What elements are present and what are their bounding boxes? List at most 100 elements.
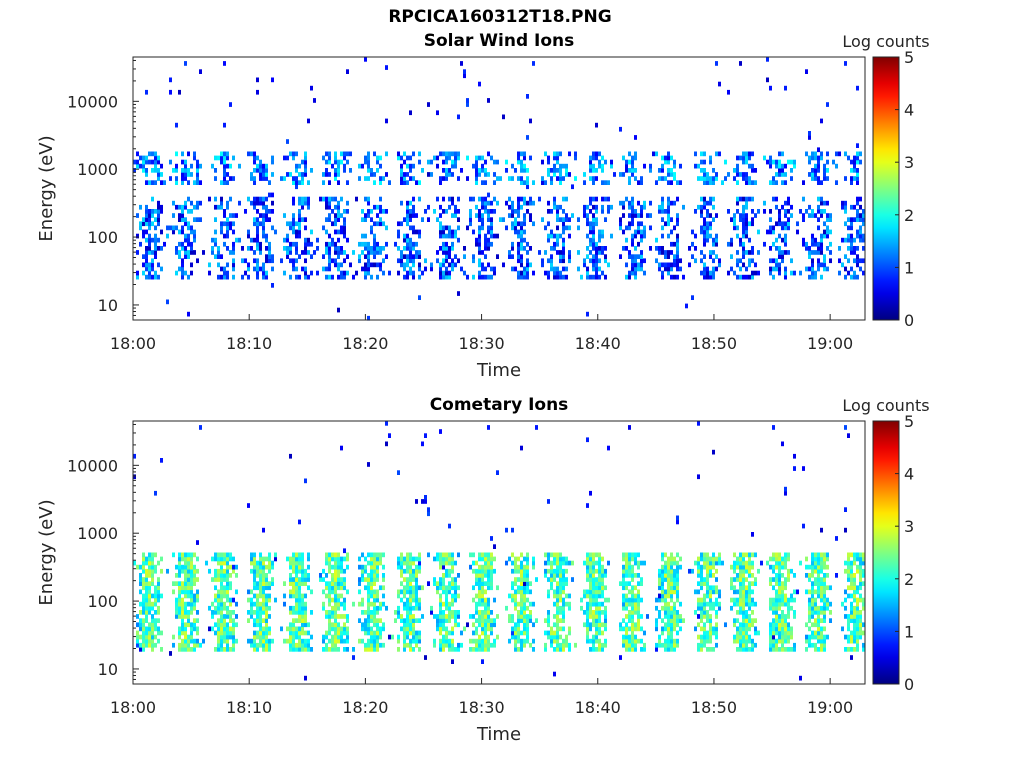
heatmap-cell: [412, 163, 415, 169]
heatmap-cell: [808, 626, 811, 632]
heatmap-cell: [655, 605, 658, 611]
heatmap-cell: [709, 233, 712, 239]
heatmap-cell: [322, 634, 325, 640]
heatmap-cell: [217, 204, 220, 210]
heatmap-cell: [631, 597, 634, 603]
heatmap-cell: [496, 585, 499, 591]
heatmap-cell: [193, 581, 196, 586]
heatmap-cell: [706, 573, 709, 578]
heatmap-cell: [562, 638, 565, 644]
heatmap-cell: [487, 610, 490, 615]
heatmap-cell: [466, 98, 469, 103]
heatmap-cell: [598, 581, 601, 586]
heatmap-cell: [826, 225, 829, 231]
heatmap-cell: [790, 168, 793, 173]
heatmap-cell: [601, 556, 604, 562]
heatmap-cell: [445, 556, 448, 562]
heatmap-cell: [550, 180, 553, 185]
heatmap-cell: [190, 172, 193, 177]
heatmap-cell: [259, 266, 262, 272]
heatmap-cell: [526, 638, 529, 644]
heatmap-cell: [736, 196, 739, 202]
heatmap-cell: [586, 274, 589, 280]
heatmap-cell: [532, 200, 535, 206]
heatmap-cell: [523, 270, 526, 276]
heatmap-cell: [490, 630, 493, 636]
heatmap-cell: [385, 241, 388, 247]
heatmap-cell: [736, 610, 739, 615]
heatmap-cell: [811, 605, 814, 611]
heatmap-cell: [367, 241, 370, 247]
heatmap-cell: [442, 209, 445, 214]
heatmap-cell: [763, 155, 766, 161]
heatmap-cell: [670, 589, 673, 595]
heatmap-cell: [442, 577, 445, 582]
heatmap-cell: [151, 568, 154, 574]
heatmap-cell: [526, 564, 529, 570]
heatmap-cell: [373, 560, 376, 566]
heatmap-cell: [154, 593, 157, 599]
heatmap-cell: [625, 196, 628, 202]
heatmap-cell: [190, 241, 193, 247]
heatmap-cell: [583, 593, 586, 599]
heatmap-cell: [154, 610, 157, 615]
heatmap-cell: [856, 180, 859, 185]
heatmap-cell: [421, 270, 424, 276]
heatmap-cell: [295, 552, 298, 558]
heatmap-cell: [223, 122, 226, 128]
heatmap-cell: [286, 250, 289, 255]
heatmap-cell: [436, 581, 439, 586]
heatmap-cell: [754, 581, 757, 586]
heatmap-cell: [322, 180, 325, 185]
heatmap-cell: [706, 593, 709, 599]
heatmap-cell: [184, 200, 187, 206]
heatmap-cell: [256, 597, 259, 603]
heatmap-cell: [622, 642, 625, 648]
heatmap-cell: [220, 622, 223, 628]
heatmap-cell: [247, 638, 250, 644]
heatmap-cell: [547, 622, 550, 628]
heatmap-cell: [256, 155, 259, 161]
heatmap-cell: [271, 225, 274, 231]
heatmap-cell: [670, 568, 673, 574]
heatmap-cell: [631, 618, 634, 623]
heatmap-cell: [262, 200, 265, 206]
heatmap-cell: [754, 262, 757, 268]
heatmap-cell: [412, 204, 415, 210]
heatmap-cell: [676, 564, 679, 570]
heatmap-cell: [148, 246, 151, 251]
heatmap-cell: [820, 634, 823, 640]
heatmap-cell: [187, 577, 190, 582]
heatmap-cell: [265, 593, 268, 599]
heatmap-cell: [490, 577, 493, 582]
heatmap-cell: [247, 229, 250, 235]
heatmap-cell: [271, 200, 274, 206]
heatmap-cell: [676, 519, 679, 525]
heatmap-cell: [265, 176, 268, 181]
heatmap-cell: [676, 274, 679, 280]
heatmap-cell: [712, 605, 715, 611]
heatmap-cell: [409, 254, 412, 259]
heatmap-cell: [745, 589, 748, 595]
heatmap-cell: [451, 614, 454, 619]
heatmap-cell: [736, 180, 739, 185]
heatmap-cell: [487, 560, 490, 566]
heatmap-cell: [325, 614, 328, 619]
heatmap-cell: [310, 229, 313, 235]
heatmap-cell: [817, 159, 820, 165]
heatmap-cell: [148, 564, 151, 570]
heatmap-cell: [247, 266, 250, 272]
heatmap-cell: [481, 589, 484, 595]
heatmap-cell: [547, 634, 550, 640]
heatmap-cell: [520, 593, 523, 599]
heatmap-cell: [856, 151, 859, 157]
heatmap-cell: [523, 630, 526, 636]
heatmap-cell: [628, 634, 631, 640]
heatmap-cell: [637, 552, 640, 558]
heatmap-cell: [754, 213, 757, 218]
heatmap-cell: [217, 647, 220, 652]
heatmap-cell: [661, 593, 664, 599]
heatmap-cell: [667, 601, 670, 607]
heatmap-cell: [514, 622, 517, 628]
heatmap-cell: [454, 151, 457, 157]
